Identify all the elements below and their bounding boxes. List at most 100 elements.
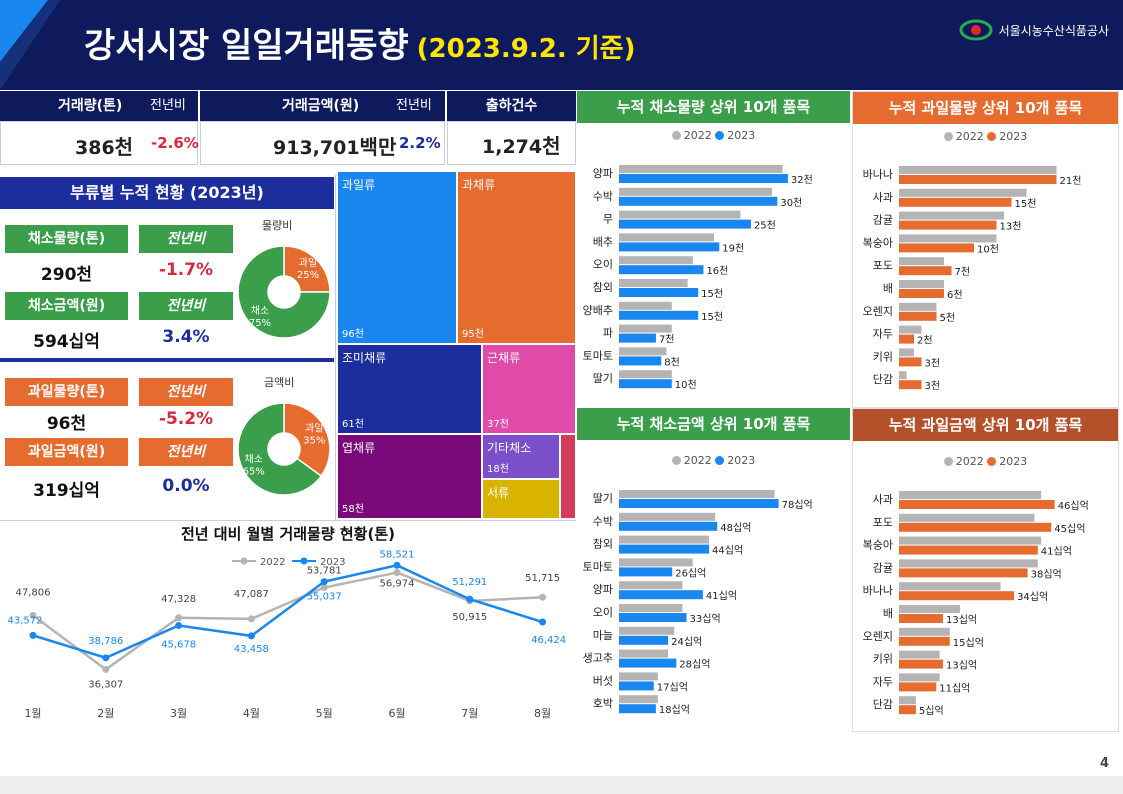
series-line-2022 — [32, 571, 543, 671]
bar-2022 — [619, 347, 667, 356]
bar-2023 — [899, 522, 1052, 532]
bar-2022 — [899, 188, 1027, 197]
donut-label-과일: 과일 — [299, 257, 317, 269]
fruit-volume-yoy-label: 전년비 — [139, 378, 233, 406]
fruit-amount-top10-chart: 사과46십억포도45십억복숭아41십억감귤38십억바나나34십억배13십억오렌지… — [863, 491, 1089, 717]
data-label-2022: 51,715 — [525, 573, 560, 584]
fruit-amount-top10-title: 누적 과일금액 상위 10개 품목 — [853, 409, 1118, 441]
bar-category-label: 양파 — [593, 583, 613, 596]
treemap-cell: 과채류 95천 — [458, 172, 575, 343]
kpi-amount-box: 913,701백만 2.2% — [200, 121, 445, 165]
bar-2022 — [619, 324, 672, 333]
bar-value-label: 13천 — [1000, 221, 1022, 233]
legend-label-2022: 2022 — [260, 557, 285, 568]
veg-volume-top10-chart: 양파32천수박30천무25천배추19천오이16천참외15천양배추15천파7천토마… — [583, 165, 813, 391]
bar-value-label: 24십억 — [671, 636, 702, 648]
bar-2022 — [619, 187, 773, 196]
treemap-value: 18천 — [487, 464, 509, 475]
bar-value-label: 45십억 — [1054, 523, 1085, 535]
bar-2023 — [899, 500, 1055, 509]
bar-2023 — [899, 334, 914, 344]
bar-2022 — [899, 650, 940, 659]
bar-2022 — [899, 696, 916, 705]
veg-amount-yoy: 3.4% — [162, 327, 210, 347]
kpi-volume-label: 거래량(톤) — [58, 98, 123, 114]
treemap-label: 근채류 — [487, 351, 521, 365]
bar-category-label: 단감 — [873, 698, 893, 711]
bar-value-label: 30천 — [780, 197, 802, 209]
bar-2023 — [619, 681, 654, 691]
bar-2023 — [619, 196, 778, 206]
bar-2022 — [619, 535, 710, 544]
bar-category-label: 딸기 — [593, 372, 613, 385]
donut-label-채소: 채소 — [251, 305, 269, 317]
footer-bar — [0, 776, 1123, 794]
data-label-2023: 43,572 — [8, 615, 43, 626]
kpi-amount-header: 거래금액(원) 전년비 — [200, 91, 445, 121]
bar-2023 — [899, 175, 1057, 184]
bar-category-label: 토마토 — [583, 349, 613, 362]
legend-2023: 2023 — [727, 129, 756, 142]
bar-2022 — [619, 256, 693, 265]
bar-category-label: 감귤 — [873, 561, 893, 574]
bar-value-label: 44십억 — [712, 545, 743, 557]
bar-value-label: 33십억 — [690, 613, 721, 625]
bar-2022 — [619, 558, 693, 567]
fruit-amount-yoy: 0.0% — [162, 476, 210, 496]
series-point-2023 — [102, 654, 110, 662]
treemap-cell — [561, 435, 575, 518]
bar-value-label: 16천 — [706, 265, 728, 277]
bar-2022 — [619, 210, 741, 219]
bar-2023 — [899, 682, 937, 692]
bar-2023 — [899, 545, 1038, 555]
veg-volume-legend: 2022 2023 — [577, 129, 850, 142]
bar-value-label: 10천 — [675, 379, 697, 391]
data-label-2022: 50,915 — [452, 612, 487, 623]
treemap-value: 58천 — [342, 504, 364, 515]
bar-value-label: 6천 — [947, 289, 963, 301]
treemap-label: 서류 — [487, 486, 510, 500]
page-number: 4 — [1100, 756, 1110, 771]
bar-2022 — [619, 604, 683, 612]
bar-2023 — [899, 705, 916, 715]
bar-2023 — [899, 220, 997, 230]
bar-2023 — [619, 379, 672, 389]
bar-2023 — [619, 242, 720, 252]
bar-value-label: 41십억 — [1041, 546, 1072, 558]
bar-2023 — [619, 521, 718, 531]
page-date-note: (2023.9.2. 기준) — [416, 34, 636, 64]
series-point-2022 — [102, 665, 110, 673]
data-label-2023: 51,291 — [452, 577, 487, 588]
data-label-2023: 55,037 — [307, 592, 342, 603]
bar-2023 — [899, 636, 950, 646]
treemap-value: 61천 — [342, 419, 364, 430]
bar-2022 — [899, 673, 940, 682]
monthly-volume-chart: 전년 대비 월별 거래물량 현황(톤) 2022 2023 1월 2월 3월 4월 5월 6월 7… — [8, 525, 567, 720]
fruit-amount-top10-panel: 누적 과일금액 상위 10개 품목 2022 2023 사과 46십억 포도 45십억… — [852, 408, 1119, 732]
bar-2022 — [619, 233, 714, 242]
bar-category-label: 오이 — [593, 258, 613, 271]
series-point-2022 — [175, 614, 183, 622]
bar-category-label: 단감 — [873, 373, 893, 386]
donut-slice-채소 — [237, 402, 323, 496]
bar-value-label: 17십억 — [657, 681, 688, 693]
bar-2022 — [899, 371, 907, 380]
bar-2023 — [619, 499, 779, 508]
section-divider — [0, 358, 334, 362]
x-tick-label: 1월 — [24, 707, 41, 720]
fruit-volume-yoy: -5.2% — [158, 409, 214, 429]
kpi-panel: 거래량(톤) 전년비 거래금액(원) 전년비 출하건수 386천 -2.6% 9… — [0, 91, 576, 165]
bar-value-label: 46십억 — [1058, 500, 1089, 512]
bar-2022 — [899, 491, 1042, 499]
bar-value-label: 78십억 — [782, 499, 813, 511]
bar-category-label: 무 — [603, 213, 613, 226]
data-label-2023: 46,424 — [531, 635, 566, 646]
bar-2023 — [899, 614, 943, 623]
bar-2023 — [899, 591, 1015, 601]
bar-2022 — [899, 627, 950, 636]
fruit-amount-yoy-label: 전년비 — [139, 438, 233, 466]
kpi-volume-yoy-label: 전년비 — [150, 98, 186, 113]
legend-label-2023: 2023 — [320, 557, 345, 568]
